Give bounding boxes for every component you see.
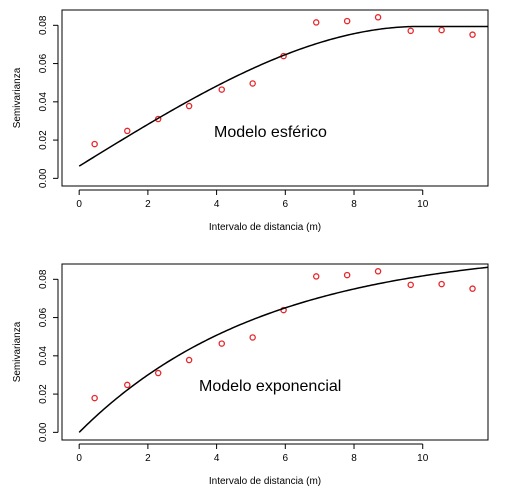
data-point bbox=[374, 14, 382, 21]
x-tick-label: 2 bbox=[145, 453, 151, 464]
data-point bbox=[280, 306, 287, 314]
model-annotation: Modelo exponencial bbox=[199, 378, 341, 395]
x-tick-label: 8 bbox=[351, 453, 357, 464]
data-point bbox=[438, 280, 445, 288]
x-tick-label: 4 bbox=[214, 453, 220, 464]
data-point bbox=[438, 26, 445, 34]
y-tick-label: 0.06 bbox=[38, 53, 49, 73]
data-point bbox=[91, 140, 98, 148]
y-tick-label: 0.00 bbox=[38, 422, 49, 442]
y-tick-label: 0.04 bbox=[38, 92, 49, 112]
data-point bbox=[343, 17, 351, 25]
x-tick-label: 4 bbox=[214, 199, 220, 210]
data-point bbox=[312, 273, 320, 280]
data-point bbox=[249, 80, 256, 87]
y-tick-label: 0.04 bbox=[38, 346, 49, 366]
data-points bbox=[91, 14, 476, 148]
x-tick-label: 10 bbox=[417, 199, 429, 210]
data-point bbox=[124, 127, 131, 135]
x-tick-label: 8 bbox=[351, 199, 357, 210]
data-points bbox=[91, 268, 476, 402]
x-axis-title: Intervalo de distancia (m) bbox=[209, 222, 321, 233]
y-tick-label: 0.08 bbox=[38, 269, 49, 289]
y-tick-label: 0.02 bbox=[38, 384, 49, 404]
data-point bbox=[218, 340, 225, 347]
data-point bbox=[469, 285, 476, 292]
y-axis: 0.00 0.02 0.04 0.06 0.08 bbox=[38, 269, 59, 442]
y-tick-label: 0.08 bbox=[38, 15, 49, 35]
x-axis: 0 2 4 6 8 10 bbox=[76, 443, 429, 464]
chart-panel-spherical: 0 2 4 6 8 10 0.00 0.02 0.04 0.06 0.08 Modelo esfé… bbox=[12, 9, 489, 233]
model-curve bbox=[78, 25, 488, 167]
data-point bbox=[249, 334, 256, 341]
data-point bbox=[374, 268, 382, 275]
data-point bbox=[91, 394, 98, 402]
data-point bbox=[154, 369, 162, 377]
data-point bbox=[407, 281, 414, 289]
y-tick-label: 0.02 bbox=[38, 130, 49, 150]
x-tick-label: 6 bbox=[283, 199, 289, 210]
y-tick-label: 0.00 bbox=[38, 168, 49, 188]
y-axis: 0.00 0.02 0.04 0.06 0.08 bbox=[38, 15, 59, 188]
plot-frame bbox=[61, 9, 489, 187]
data-point bbox=[124, 381, 131, 389]
data-point bbox=[343, 271, 351, 279]
data-point bbox=[185, 102, 193, 110]
x-tick-label: 0 bbox=[76, 199, 82, 210]
chart-panel-exponential: 0 2 4 6 8 10 0.00 0.02 0.04 0.06 0.08 Modelo expo… bbox=[12, 263, 489, 487]
data-point bbox=[185, 356, 193, 364]
x-tick-label: 10 bbox=[417, 453, 429, 464]
y-axis-title: Semivarianza bbox=[12, 67, 23, 128]
plot-frame bbox=[61, 263, 489, 441]
data-point bbox=[407, 27, 414, 35]
y-axis-title: Semivarianza bbox=[12, 321, 23, 382]
x-axis-title: Intervalo de distancia (m) bbox=[209, 476, 321, 487]
data-point bbox=[469, 31, 476, 38]
data-point bbox=[312, 19, 320, 26]
x-tick-label: 2 bbox=[145, 199, 151, 210]
model-annotation: Modelo esférico bbox=[214, 124, 327, 141]
data-point bbox=[218, 86, 225, 93]
x-tick-label: 6 bbox=[283, 453, 289, 464]
x-axis: 0 2 4 6 8 10 bbox=[76, 189, 429, 210]
model-curve bbox=[78, 266, 489, 433]
y-tick-label: 0.06 bbox=[38, 307, 49, 327]
x-tick-label: 0 bbox=[76, 453, 82, 464]
